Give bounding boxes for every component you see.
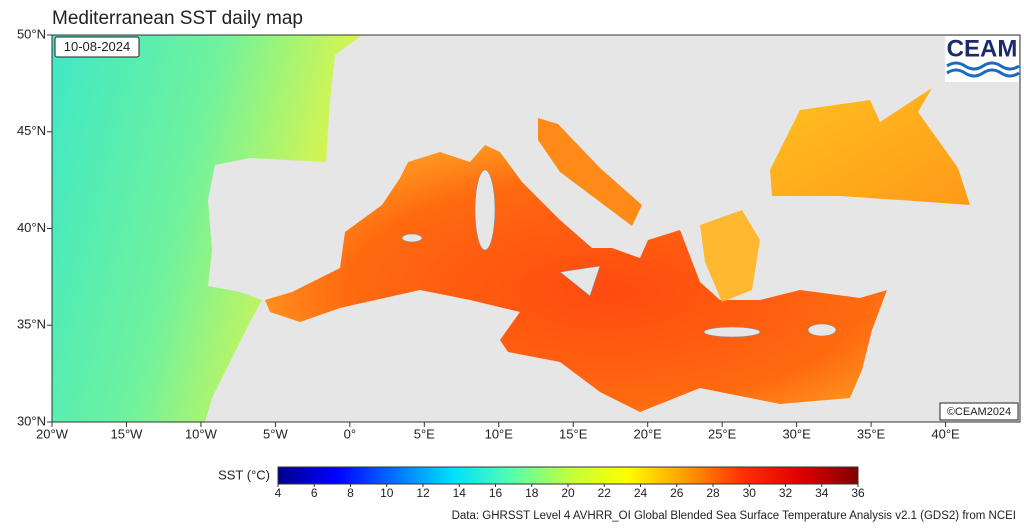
colorbar-tick-label: 22 — [598, 486, 612, 500]
colorbar-tick-label: 36 — [851, 486, 865, 500]
x-tick-label: 25°E — [708, 426, 737, 441]
colorbar-tick-label: 24 — [634, 486, 648, 500]
title: Mediterranean SST daily map — [52, 8, 303, 29]
colorbar-tick-label: 16 — [489, 486, 503, 500]
colorbar-tick-label: 8 — [347, 486, 354, 500]
colorbar-tick-label: 10 — [380, 486, 394, 500]
colorbar-tick-label: 34 — [815, 486, 829, 500]
date: 10-08-2024 — [64, 39, 131, 54]
x-tick-label: 15°W — [110, 426, 143, 441]
x-tick-label: 20°E — [634, 426, 663, 441]
date-box — [54, 36, 140, 58]
x-tick-label: 10°E — [485, 426, 514, 441]
x-tick-label: 10°W — [185, 426, 218, 441]
black-sea — [770, 88, 970, 205]
atlantic — [52, 35, 362, 422]
copyright-box — [939, 402, 1019, 421]
aegean — [700, 210, 760, 302]
colorbar-tick-label: 4 — [275, 486, 282, 500]
colorbar-label: SST (°C) — [218, 467, 270, 482]
colorbar-tick-label: 6 — [311, 486, 318, 500]
colorbar-tick-label: 28 — [706, 486, 720, 500]
sardinia-corsica — [474, 169, 496, 251]
y-tick-label: 30°N — [17, 413, 46, 428]
adriatic — [538, 118, 642, 226]
x-tick-label: 30°E — [782, 426, 811, 441]
x-tick-label: 35°E — [857, 426, 886, 441]
logo-waves — [946, 61, 1020, 78]
colorbar-tick-label: 30 — [743, 486, 757, 500]
y-tick-label: 45°N — [17, 123, 46, 138]
colorbar-tick-label: 18 — [525, 486, 539, 500]
x-tick-label: 5°E — [414, 426, 435, 441]
source: Data: GHRSST Level 4 AVHRR_OI Global Ble… — [452, 510, 1016, 522]
cyprus — [807, 323, 837, 337]
colorbar-tick-label: 14 — [453, 486, 467, 500]
logo-text: CEAM — [947, 35, 1018, 62]
colorbar-tick-label: 20 — [561, 486, 575, 500]
crete — [703, 326, 761, 338]
x-tick-label: 20°W — [36, 426, 69, 441]
y-tick-label: 50°N — [17, 26, 46, 41]
x-tick-label: 40°E — [931, 426, 960, 441]
balearics — [401, 233, 423, 243]
y-tick-label: 40°N — [17, 220, 46, 235]
colorbar — [277, 466, 859, 485]
y-tick-label: 35°N — [17, 317, 46, 332]
x-tick-label: 15°E — [559, 426, 588, 441]
colorbar-tick-label: 12 — [416, 486, 430, 500]
x-tick-label: 0° — [344, 426, 356, 441]
colorbar-tick-label: 26 — [670, 486, 684, 500]
copyright: ©CEAM2024 — [947, 406, 1011, 418]
map — [51, 34, 1021, 423]
x-tick-label: 5°W — [263, 426, 288, 441]
sicily — [559, 265, 601, 297]
logo: CEAM — [945, 35, 1020, 82]
colorbar-tick-label: 32 — [779, 486, 793, 500]
